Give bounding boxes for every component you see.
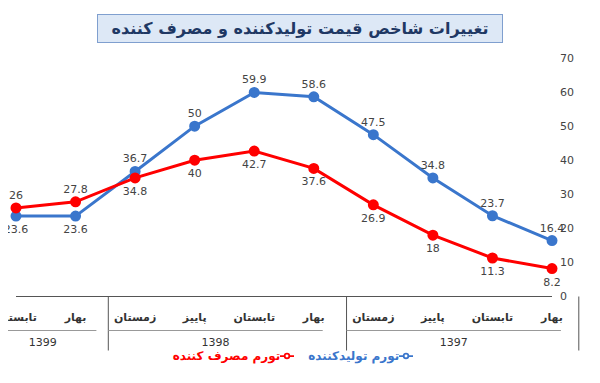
svg-text:0: 0 (560, 290, 567, 303)
html-text:تغییرات شاخص قیمت تولیدکننده و: تغییرات شاخص قیمت تولیدکننده و مصرف کنند… (111, 19, 489, 38)
svg-text:26.9: 26.9 (361, 212, 386, 225)
svg-text:بهار: بهار (64, 311, 87, 324)
svg-text:زمستان: زمستان (352, 311, 394, 324)
svg-text:58.6: 58.6 (302, 78, 327, 91)
svg-text:30: 30 (560, 188, 574, 201)
svg-text:34.8: 34.8 (421, 159, 446, 172)
svg-text:60: 60 (560, 86, 574, 99)
svg-text:1398: 1398 (202, 336, 230, 349)
svg-text:1397: 1397 (440, 336, 468, 349)
svg-text:10: 10 (560, 256, 574, 269)
html-text:تورم مصرف کننده: تورم مصرف کننده (172, 348, 281, 363)
svg-text:11.3: 11.3 (480, 265, 505, 278)
svg-text:تابستان: تابستان (8, 311, 37, 324)
svg-text:50: 50 (188, 107, 202, 120)
svg-text:50: 50 (560, 120, 574, 133)
svg-text:پاییز: پاییز (182, 311, 207, 324)
svg-text:تابستان: تابستان (472, 311, 514, 324)
svg-text:16.4: 16.4 (540, 222, 565, 235)
html-text:تورم تولیدکننده: تورم تولیدکننده (308, 348, 400, 363)
svg-text:47.5: 47.5 (361, 116, 386, 129)
svg-text:23.7: 23.7 (480, 197, 505, 210)
svg-text:59.9: 59.9 (242, 73, 267, 86)
svg-text:40: 40 (188, 167, 202, 180)
svg-text:23.6: 23.6 (8, 223, 28, 236)
svg-text:27.8: 27.8 (63, 183, 88, 196)
svg-text:8.2: 8.2 (543, 276, 561, 289)
svg-text:42.7: 42.7 (242, 158, 267, 171)
svg-text:40: 40 (560, 154, 574, 167)
svg-text:18: 18 (426, 242, 440, 255)
svg-text:37.6: 37.6 (302, 175, 327, 188)
svg-text:36.7: 36.7 (123, 152, 148, 165)
svg-text:26: 26 (9, 189, 23, 202)
svg-text:23.6: 23.6 (63, 223, 88, 236)
svg-text:20: 20 (560, 222, 574, 236)
svg-text:بهار: بهار (540, 311, 563, 324)
svg-text:تابستان: تابستان (233, 311, 275, 324)
svg-text:بهار: بهار (302, 311, 325, 324)
svg-text:70: 70 (560, 52, 574, 65)
svg-text:پاییز: پاییز (420, 311, 445, 324)
svg-text:1399: 1399 (29, 336, 57, 349)
svg-text:زمستان: زمستان (114, 311, 156, 324)
svg-text:34.8: 34.8 (123, 185, 148, 198)
